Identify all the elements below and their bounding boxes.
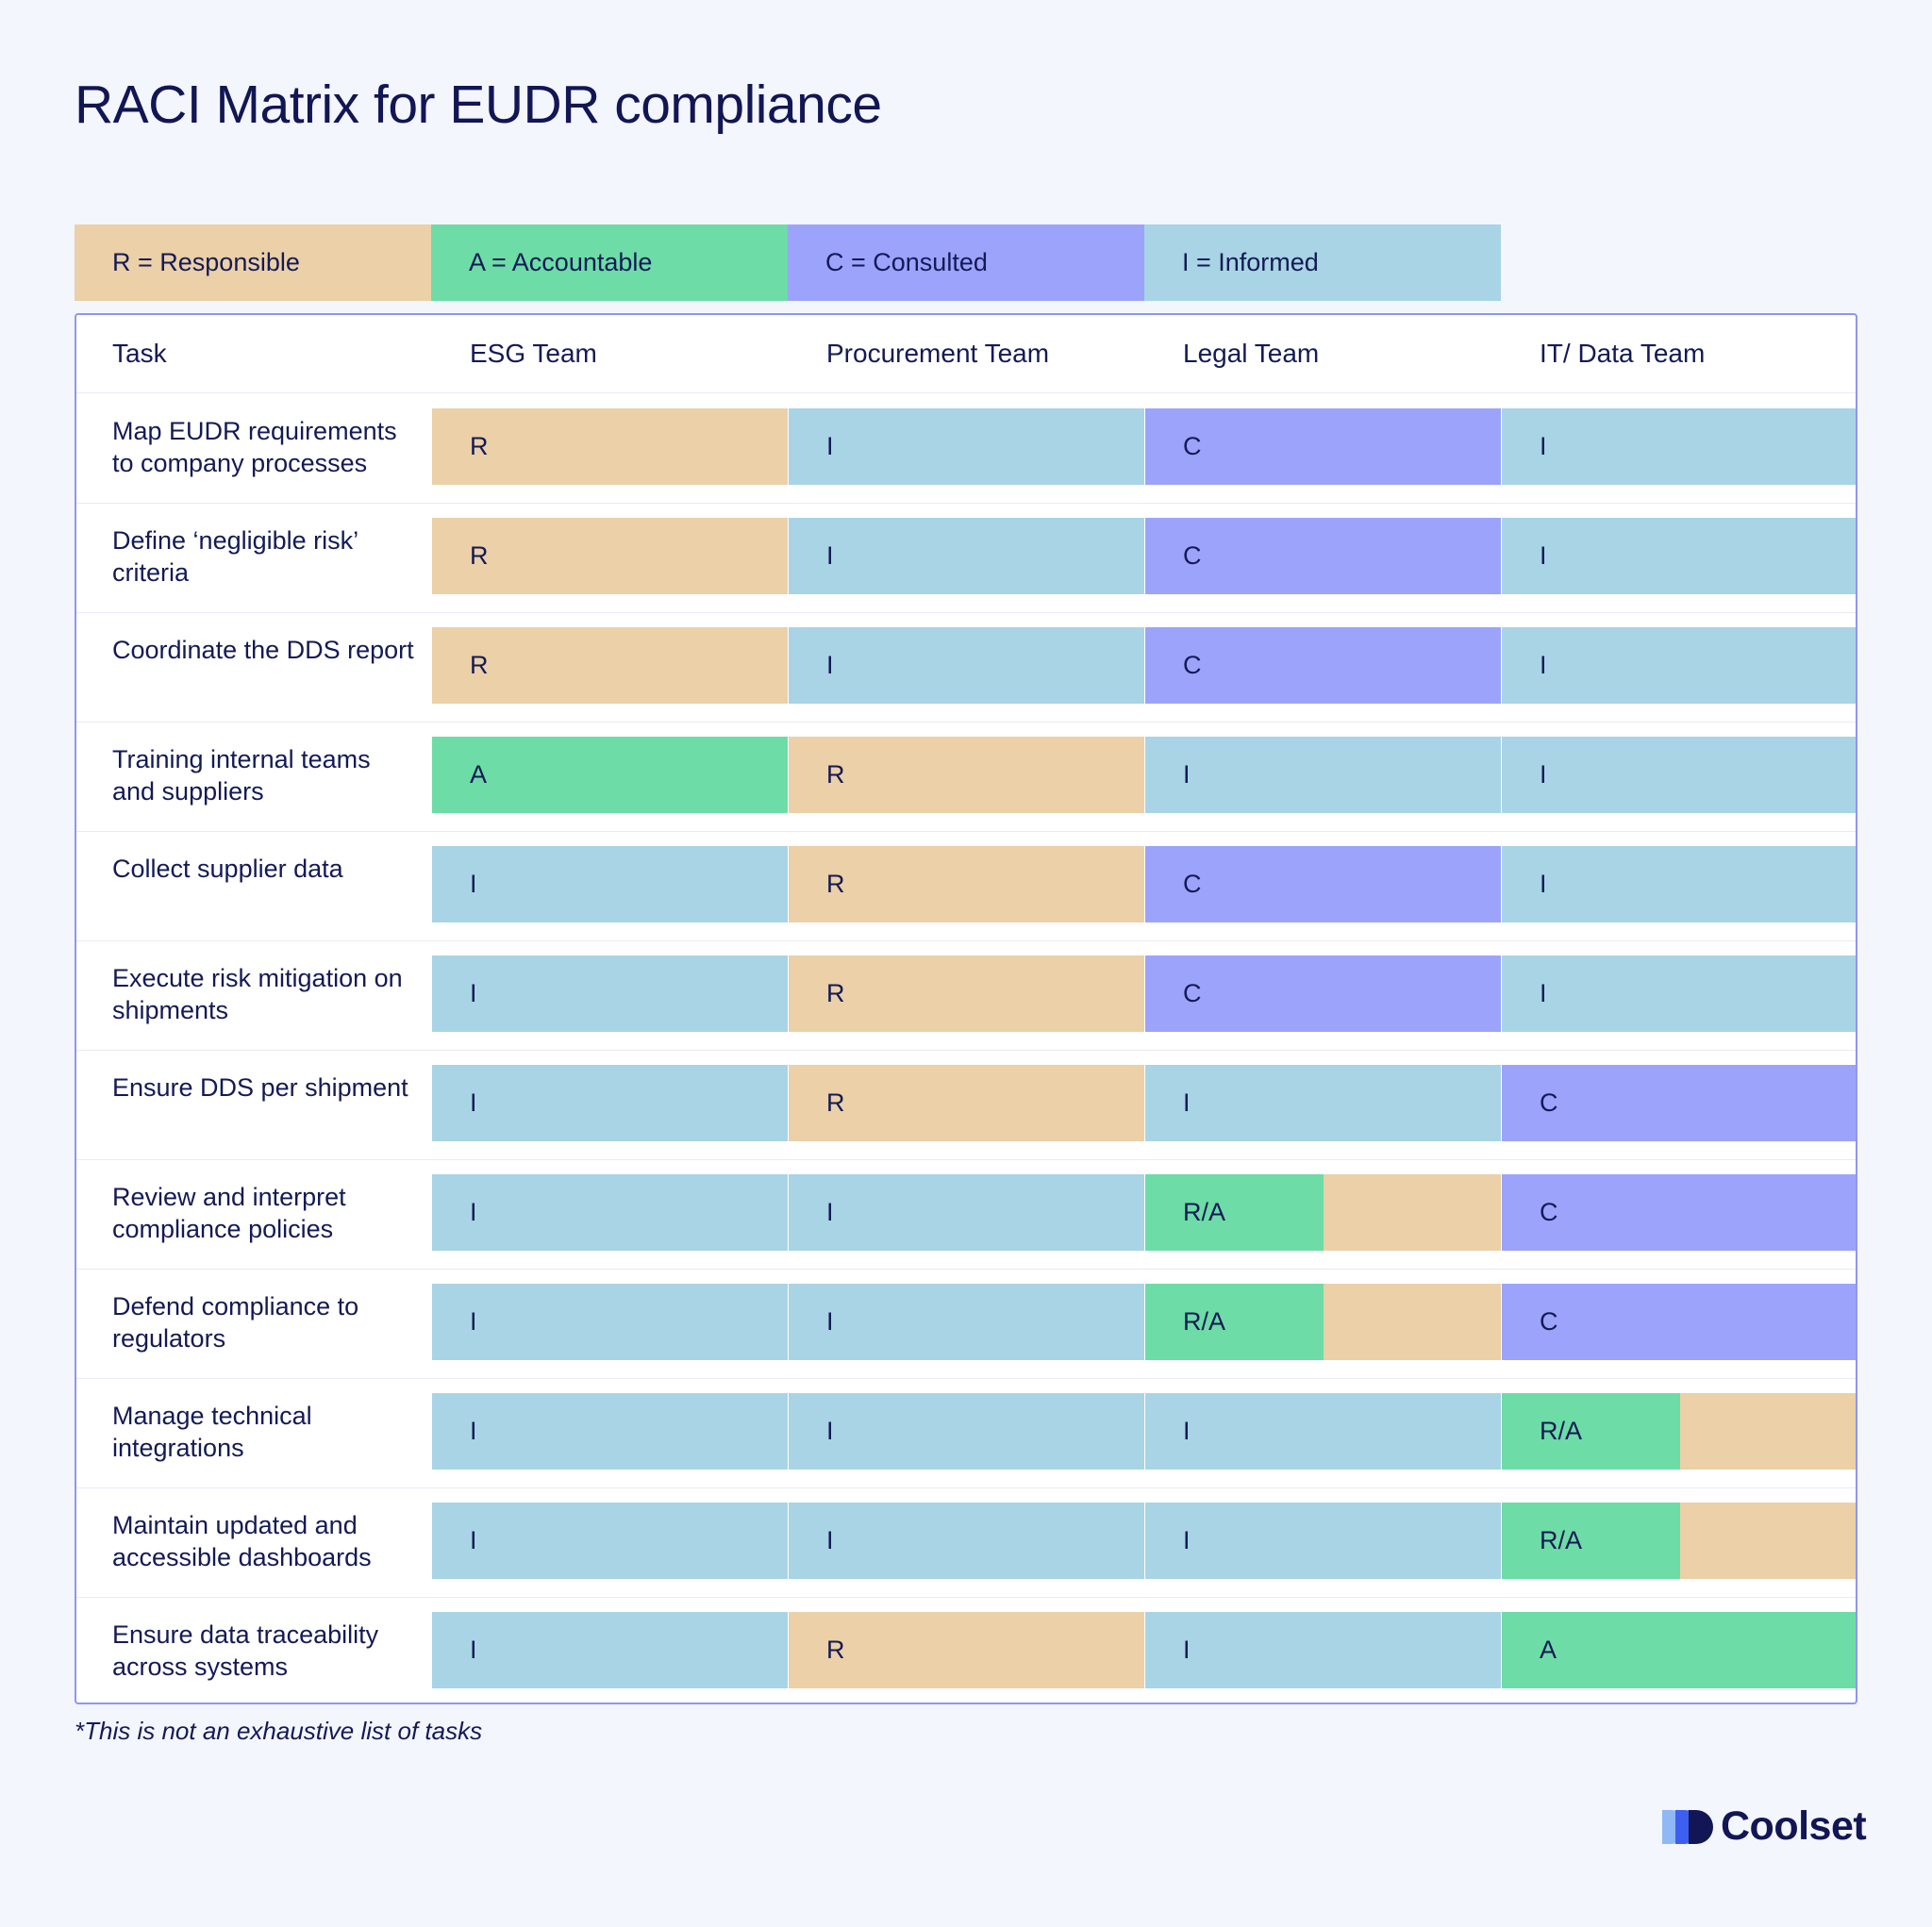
legend-item-a: A = Accountable <box>431 224 788 301</box>
raci-matrix: Task ESG Team Procurement Team Legal Team IT… <box>75 313 1857 1704</box>
raci-cell: I <box>432 1284 788 1360</box>
raci-cell: I <box>1502 408 1856 485</box>
raci-cell: A <box>432 737 788 813</box>
brand-name: Coolset <box>1721 1803 1867 1849</box>
raci-cell: R <box>789 955 1144 1032</box>
raci-cell: C <box>1145 518 1501 594</box>
task-label: Collect supplier data <box>112 855 343 883</box>
task-label: Training internal teams and suppliers <box>112 745 371 806</box>
legend-item-c: C = Consulted <box>788 224 1144 301</box>
raci-cell: R/A <box>1502 1503 1856 1579</box>
raci-cell: I <box>432 1174 788 1251</box>
raci-cell: R <box>789 1612 1144 1688</box>
raci-cell: I <box>1145 737 1501 813</box>
raci-cell: I <box>789 1393 1144 1470</box>
raci-cell: I <box>432 1393 788 1470</box>
raci-cell: I <box>432 955 788 1032</box>
raci-cell: R/A <box>1502 1393 1856 1470</box>
table-row: Review and interpret compliance policies… <box>76 1159 1856 1270</box>
table-row: Coordinate the DDS report R I C I <box>76 612 1856 723</box>
raci-cell: I <box>789 408 1144 485</box>
table-row: Manage technical integrations I I I R/A <box>76 1378 1856 1488</box>
column-header: Legal Team <box>1183 339 1320 368</box>
task-label: Review and interpret compliance policies <box>112 1183 346 1243</box>
table-row: Maintain updated and accessible dashboar… <box>76 1487 1856 1598</box>
task-label: Maintain updated and accessible dashboar… <box>112 1511 372 1571</box>
table-row: Map EUDR requirements to company process… <box>76 393 1856 504</box>
task-label: Map EUDR requirements to company process… <box>112 417 397 477</box>
brand: Coolset <box>1660 1803 1867 1850</box>
legend-item-i: I = Informed <box>1144 224 1501 301</box>
raci-cell: R <box>789 737 1144 813</box>
table-row: Training internal teams and suppliers A R I… <box>76 722 1856 832</box>
raci-cell: I <box>1145 1065 1501 1141</box>
table-row: Defend compliance to regulators I I R/A C <box>76 1269 1856 1379</box>
raci-cell: C <box>1145 408 1501 485</box>
raci-cell: I <box>1502 846 1856 922</box>
raci-cell: R/A <box>1145 1284 1501 1360</box>
raci-cell: C <box>1145 846 1501 922</box>
raci-cell: C <box>1145 627 1501 704</box>
column-header: Procurement Team <box>826 339 1050 368</box>
raci-cell: A <box>1502 1612 1856 1688</box>
raci-cell: I <box>1145 1612 1501 1688</box>
task-label: Defend compliance to regulators <box>112 1292 359 1353</box>
raci-cell: R <box>432 627 788 704</box>
task-label: Define ‘negligible risk’ criteria <box>112 526 358 587</box>
raci-cell: I <box>789 1174 1144 1251</box>
raci-cell: R <box>789 1065 1144 1141</box>
task-label: Coordinate the DDS report <box>112 636 414 664</box>
column-header: ESG Team <box>470 339 597 368</box>
raci-cell: R <box>789 846 1144 922</box>
table-row: Ensure DDS per shipment I R I C <box>76 1050 1856 1160</box>
task-label: Ensure data traceability across systems <box>112 1620 379 1681</box>
raci-cell: I <box>432 846 788 922</box>
raci-cell: C <box>1502 1284 1856 1360</box>
task-label: Manage technical integrations <box>112 1402 312 1462</box>
table-row: Define ‘negligible risk’ criteria R I C I <box>76 503 1856 613</box>
raci-cell: C <box>1502 1065 1856 1141</box>
task-label: Ensure DDS per shipment <box>112 1073 408 1102</box>
legend-item-r: R = Responsible <box>75 224 431 301</box>
raci-cell: I <box>1502 737 1856 813</box>
raci-cell: I <box>1502 627 1856 704</box>
page-title: RACI Matrix for EUDR compliance <box>75 75 882 135</box>
raci-cell: I <box>432 1612 788 1688</box>
table-row: Ensure data traceability across systems I… <box>76 1597 1856 1703</box>
raci-cell: C <box>1502 1174 1856 1251</box>
coolset-logo-icon <box>1662 1809 1713 1844</box>
table-row: Execute risk mitigation on shipments I R C I <box>76 940 1856 1051</box>
task-label: Execute risk mitigation on shipments <box>112 964 403 1024</box>
raci-cell: I <box>432 1065 788 1141</box>
raci-cell: C <box>1145 955 1501 1032</box>
raci-cell: I <box>789 627 1144 704</box>
raci-cell: I <box>1145 1393 1501 1470</box>
legend: R = Responsible A = Accountable C = Consul… <box>75 224 1501 301</box>
raci-cell: R <box>432 518 788 594</box>
raci-cell: I <box>1502 518 1856 594</box>
raci-cell: R <box>432 408 788 485</box>
table-row: Collect supplier data I R C I <box>76 831 1856 941</box>
raci-cell: R/A <box>1145 1174 1501 1251</box>
raci-cell: I <box>789 518 1144 594</box>
footnote: *This is not an exhaustive list of tasks <box>75 1717 483 1745</box>
raci-cell: I <box>432 1503 788 1579</box>
raci-cell: I <box>1145 1503 1501 1579</box>
raci-cell: I <box>789 1284 1144 1360</box>
raci-cell: I <box>1502 955 1856 1032</box>
column-header: IT/ Data Team <box>1540 339 1706 368</box>
column-header: Task <box>112 339 167 368</box>
raci-cell: I <box>789 1503 1144 1579</box>
header-row: Task ESG Team Procurement Team Legal Team IT… <box>76 315 1856 393</box>
